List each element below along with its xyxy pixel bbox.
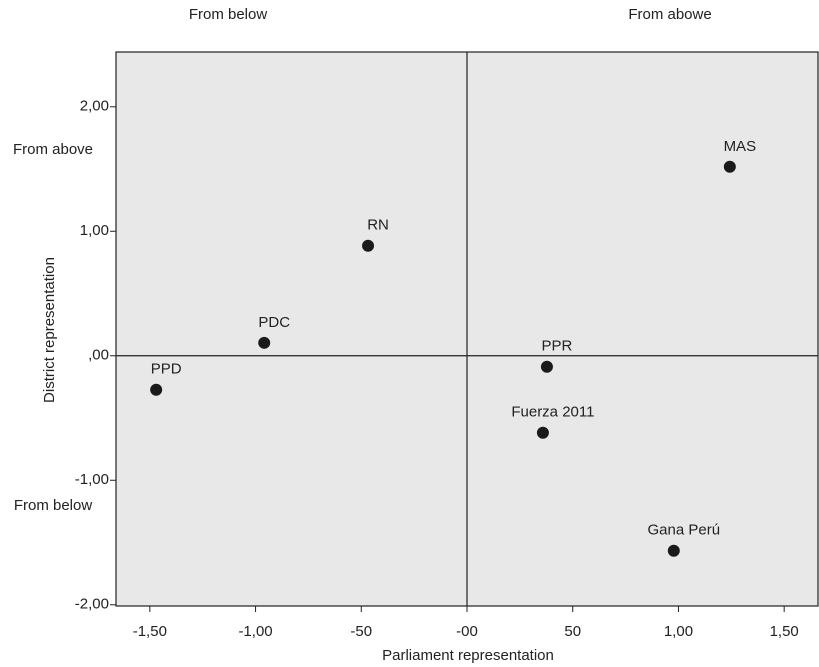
point-label: PPD xyxy=(151,361,182,378)
point xyxy=(536,426,549,439)
y-tick-label: -2,00 xyxy=(75,596,109,613)
x-tick-label: 50 xyxy=(564,623,581,640)
point xyxy=(362,239,375,252)
point xyxy=(723,160,736,173)
x-tick-label: 1,50 xyxy=(770,623,799,640)
point-label: PPR xyxy=(542,338,573,355)
y-tick-label: 2,00 xyxy=(80,98,109,115)
x-tick-label: 1,00 xyxy=(664,623,693,640)
y-tick-label: -1,00 xyxy=(75,471,109,488)
x-tick-label: -1,00 xyxy=(238,623,272,640)
point-label: PDC xyxy=(258,314,290,331)
x-tick-label: -00 xyxy=(456,623,478,640)
annotation: From above xyxy=(13,141,93,158)
x-tick-label: -1,50 xyxy=(133,623,167,640)
annotation: From below xyxy=(189,6,268,23)
y-tick-label: 1,00 xyxy=(80,222,109,239)
point-label: RN xyxy=(367,217,389,234)
point-label: Gana Perú xyxy=(648,522,721,539)
y-tick-label: ,00 xyxy=(88,347,109,364)
annotation: From below xyxy=(14,497,93,514)
point xyxy=(150,383,163,396)
x-axis-label: Parliament representation xyxy=(382,647,554,664)
point-label: Fuerza 2011 xyxy=(511,404,594,421)
point xyxy=(667,544,680,557)
y-axis-label: District representation xyxy=(41,257,58,403)
point-label: MAS xyxy=(724,138,757,155)
point xyxy=(258,336,271,349)
point xyxy=(540,360,553,373)
x-tick-label: -50 xyxy=(350,623,372,640)
annotation: From abowe xyxy=(628,6,711,23)
